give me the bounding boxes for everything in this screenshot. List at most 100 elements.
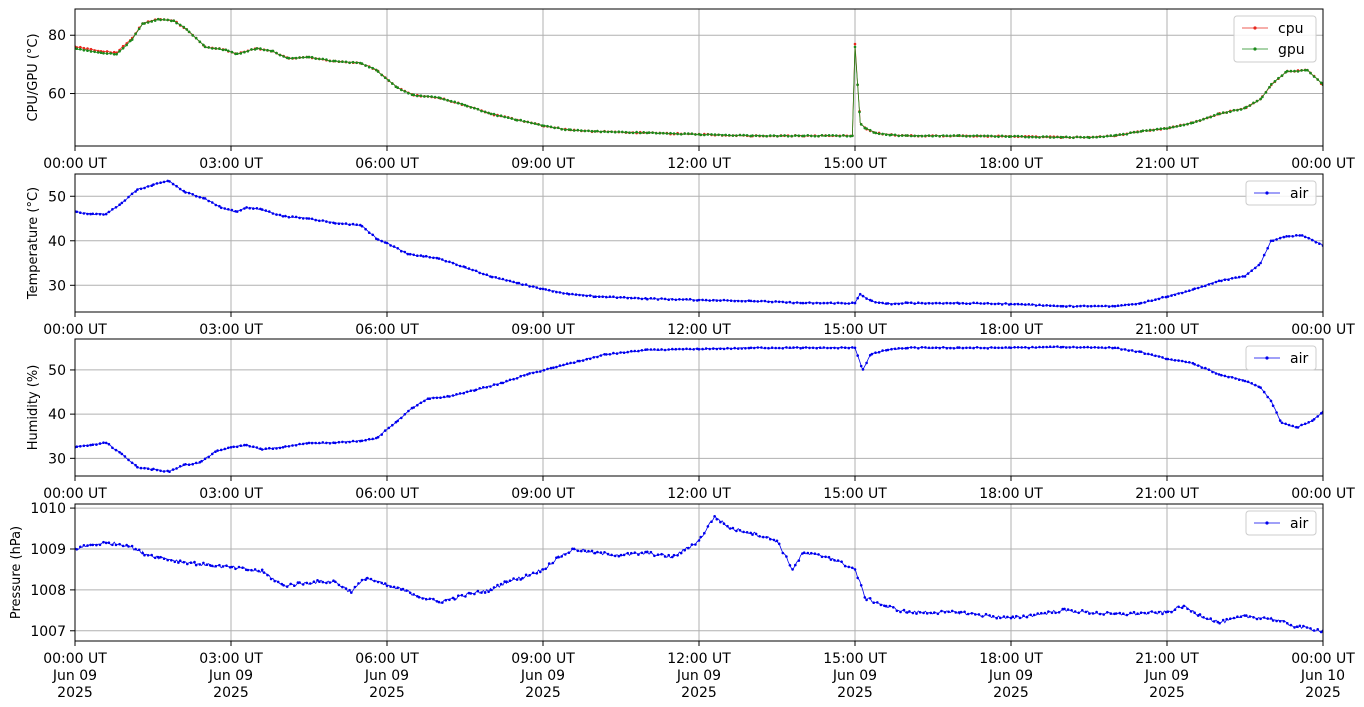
data-point [141, 551, 144, 555]
data-point [899, 610, 902, 614]
data-point [676, 554, 679, 557]
data-point [289, 582, 293, 586]
data-point [694, 133, 697, 136]
x-tick-label-year: 2025 [837, 685, 873, 701]
data-point [876, 601, 879, 604]
data-point [396, 586, 400, 589]
x-tick-label: 21:00 UT [1135, 486, 1199, 502]
data-point [1225, 617, 1228, 621]
data-point [1243, 275, 1247, 278]
data-point [380, 433, 384, 436]
data-point [325, 220, 328, 223]
data-point [248, 445, 251, 448]
data-point [1079, 304, 1082, 308]
data-point [745, 531, 749, 534]
data-point [496, 114, 499, 118]
data-point [1122, 132, 1125, 136]
data-point [125, 543, 128, 547]
data-point [321, 580, 325, 584]
data-point [510, 117, 514, 120]
data-point [856, 354, 859, 357]
data-point [983, 134, 986, 138]
data-point [146, 554, 150, 557]
data-point [699, 535, 703, 539]
data-point [1015, 614, 1018, 618]
data-point [86, 49, 89, 52]
data-point [1097, 346, 1100, 349]
x-tick-label-year: 2025 [369, 685, 405, 701]
data-point [972, 346, 975, 350]
x-tick-label-year: 2025 [681, 685, 717, 701]
data-point [178, 23, 182, 27]
data-point [569, 361, 572, 365]
data-point [544, 288, 547, 291]
data-point [82, 49, 86, 52]
data-point [943, 611, 947, 614]
data-point [610, 553, 613, 557]
data-point [1081, 609, 1084, 612]
data-point [829, 558, 833, 561]
x-tick-label: 21:00 UT [1135, 156, 1199, 172]
data-point [938, 301, 941, 305]
data-point [1271, 239, 1275, 242]
data-point [633, 349, 637, 353]
data-point [1200, 285, 1204, 288]
data-point [243, 207, 246, 210]
data-point [458, 264, 462, 268]
data-point [273, 579, 277, 583]
data-point [1045, 304, 1048, 307]
data-point [1068, 304, 1072, 308]
data-point [130, 544, 134, 548]
data-point [738, 133, 742, 137]
data-point [751, 134, 754, 137]
data-point [1123, 303, 1127, 307]
data-point [321, 219, 325, 222]
data-point [508, 579, 512, 582]
data-point [1045, 135, 1048, 138]
data-point [1230, 376, 1234, 379]
data-point [448, 260, 451, 264]
legend-label-air: air [1290, 516, 1308, 532]
data-point [1300, 423, 1303, 427]
data-point [735, 134, 738, 137]
data-point [114, 448, 118, 452]
data-point [334, 441, 337, 445]
data-point [130, 38, 134, 41]
data-point [505, 279, 508, 282]
data-point [1079, 346, 1082, 349]
data-point [1145, 129, 1148, 132]
data-point [400, 416, 403, 420]
data-point [722, 347, 726, 351]
data-point [975, 301, 979, 305]
data-point [672, 132, 676, 135]
data-point [942, 134, 945, 137]
data-point [959, 610, 963, 614]
data-point [599, 354, 603, 357]
data-point [170, 559, 173, 562]
data-point [1059, 135, 1063, 139]
data-point [858, 110, 861, 114]
data-point [325, 441, 328, 445]
data-point [654, 131, 658, 135]
data-point [585, 357, 588, 361]
data-point [1184, 290, 1187, 293]
data-point [499, 114, 503, 117]
data-point [1139, 301, 1143, 305]
data-point [219, 206, 223, 210]
data-point [1243, 379, 1247, 383]
data-point [400, 88, 403, 92]
data-point [200, 459, 203, 463]
x-tick-label: 15:00 UT [823, 486, 887, 502]
data-point [596, 550, 599, 554]
data-point [934, 346, 938, 350]
data-point [1230, 277, 1234, 280]
data-point [245, 443, 248, 447]
data-point [1159, 127, 1163, 130]
data-point [82, 46, 86, 50]
data-point [1157, 355, 1161, 358]
data-point [198, 195, 202, 199]
data-point [605, 295, 608, 299]
data-point [619, 553, 623, 557]
data-point [1175, 125, 1179, 128]
data-point [383, 429, 387, 432]
